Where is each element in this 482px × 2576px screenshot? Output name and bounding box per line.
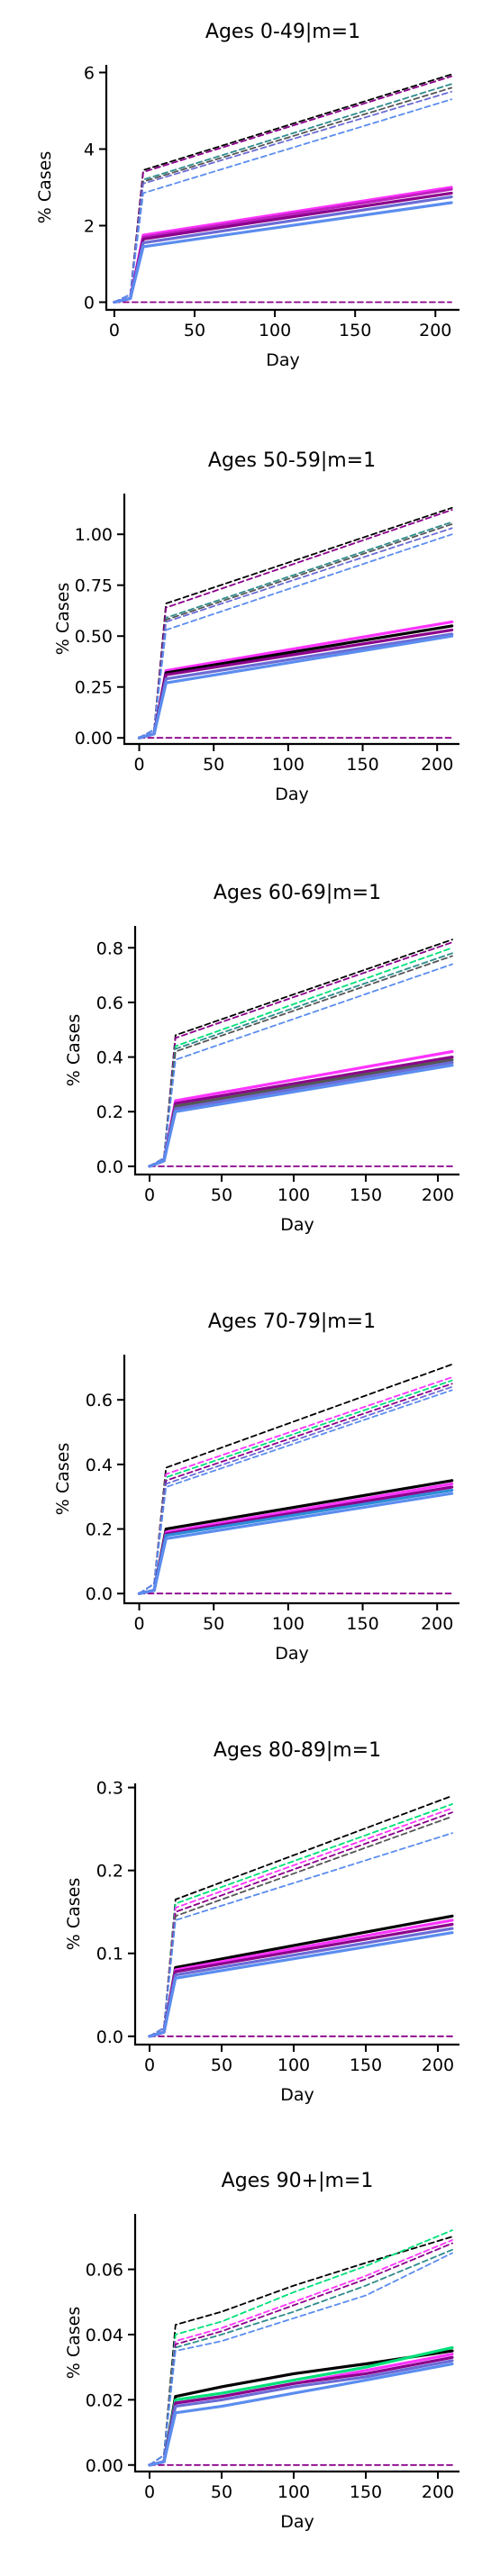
panel-2-y-label: % Cases bbox=[53, 583, 73, 656]
panel-3-title: Ages 60-69|m=1 bbox=[214, 882, 381, 904]
panel-6-series-1-line bbox=[150, 2236, 452, 2465]
panel-3-x-tick-label: 150 bbox=[350, 1185, 382, 1205]
panel-5-x-tick-label: 0 bbox=[144, 2055, 155, 2075]
panel-6-series-2-line bbox=[150, 2230, 452, 2465]
panel-3-y-tick-label: 0.6 bbox=[96, 993, 123, 1013]
panel-6-y-tick-label: 0.00 bbox=[86, 2456, 123, 2476]
panel-3-series-5-line bbox=[150, 956, 452, 1166]
panel-2-x-tick-label: 100 bbox=[272, 755, 305, 775]
panel-6-series-12-line bbox=[150, 2361, 452, 2465]
panel-5-y-label: % Cases bbox=[64, 1878, 84, 1951]
panel-4-x-tick-label: 50 bbox=[203, 1614, 224, 1634]
panel-5-series-3-line bbox=[150, 1809, 452, 2036]
panel-3-y-tick-label: 0.4 bbox=[96, 1048, 123, 1068]
panel-6-title: Ages 90+|m=1 bbox=[222, 2170, 374, 2192]
panel-3-series-12-line bbox=[150, 1066, 452, 1166]
panel-5-y-tick-label: 0.0 bbox=[96, 2027, 123, 2047]
panel-5-x-tick-label: 100 bbox=[277, 2055, 310, 2075]
panel-6-series-4-line bbox=[150, 2244, 452, 2465]
panel-3-x-tick-label: 100 bbox=[277, 1185, 310, 1205]
panel-2-series-10-line bbox=[140, 630, 452, 738]
panel-3-x-tick-label: 200 bbox=[422, 1185, 454, 1205]
panel-5-y-tick-label: 0.3 bbox=[96, 1779, 123, 1799]
panel-5-x-label: Day bbox=[280, 2085, 314, 2105]
panel-5-title: Ages 80-89|m=1 bbox=[214, 1739, 381, 1762]
panel-1-y-tick-label: 2 bbox=[84, 217, 95, 237]
panel-2-title: Ages 50-59|m=1 bbox=[208, 449, 376, 472]
panel-3-y-tick-label: 0.2 bbox=[96, 1102, 123, 1122]
panel-3-y-tick-label: 0.8 bbox=[96, 939, 123, 958]
panel-4-x-tick-label: 200 bbox=[421, 1614, 453, 1634]
panel-4-y-tick-label: 0.2 bbox=[86, 1520, 113, 1540]
panel-3-series-2-line bbox=[150, 942, 452, 1166]
panel-4-x-tick-label: 0 bbox=[133, 1614, 144, 1634]
panel-1-x-tick-label: 150 bbox=[339, 321, 371, 340]
panel-6-x-tick-label: 100 bbox=[277, 2482, 310, 2502]
panel-4-y-tick-label: 0.4 bbox=[86, 1456, 113, 1475]
panel-2-y-tick-label: 0.50 bbox=[75, 627, 113, 647]
panel-4-x-label: Day bbox=[275, 1644, 309, 1664]
panel-6-x-tick-label: 0 bbox=[144, 2482, 155, 2502]
panel-3-x-tick-label: 50 bbox=[211, 1185, 232, 1205]
panel-4-series-1-line bbox=[140, 1365, 452, 1593]
panel-2-x-tick-label: 0 bbox=[133, 755, 144, 775]
panel-3-y-label: % Cases bbox=[64, 1014, 84, 1087]
panel-4-x-tick-label: 150 bbox=[346, 1614, 378, 1634]
panel-4-series-3-line bbox=[140, 1381, 452, 1594]
panel-6-x-tick-label: 200 bbox=[422, 2482, 454, 2502]
panel-5-y-tick-label: 0.1 bbox=[96, 1945, 123, 1964]
panel-4-y-tick-label: 0.0 bbox=[86, 1584, 113, 1604]
panel-4-x-tick-label: 100 bbox=[272, 1614, 305, 1634]
panel-6-y-tick-label: 0.06 bbox=[86, 2261, 123, 2281]
panel-2-x-tick-label: 50 bbox=[203, 755, 224, 775]
panel-2-y-tick-label: 0.25 bbox=[75, 678, 113, 698]
panel-4-series-10-line bbox=[140, 1487, 452, 1593]
panel-2-y-tick-label: 0.75 bbox=[75, 576, 113, 596]
panel-2-y-tick-label: 1.00 bbox=[75, 525, 113, 545]
panel-4-title: Ages 70-79|m=1 bbox=[208, 1311, 376, 1333]
panel-5-x-tick-label: 200 bbox=[422, 2055, 454, 2075]
panel-6-y-tick-label: 0.04 bbox=[86, 2326, 123, 2345]
panel-1-x-label: Day bbox=[266, 350, 300, 370]
panel-1-series-1-line bbox=[114, 75, 451, 303]
panel-2-y-tick-label: 0.00 bbox=[75, 729, 113, 748]
panel-2-x-label: Day bbox=[275, 785, 309, 804]
panel-4-series-5-line bbox=[140, 1387, 452, 1593]
panel-6-y-label: % Cases bbox=[64, 2307, 84, 2380]
panel-1-x-tick-label: 100 bbox=[259, 321, 291, 340]
panel-1-y-tick-label: 6 bbox=[84, 64, 95, 84]
panel-1-x-tick-label: 0 bbox=[109, 321, 120, 340]
panel-1-y-tick-label: 4 bbox=[84, 141, 95, 160]
panel-5-series-9-line bbox=[150, 1920, 452, 2036]
panel-5-series-2-line bbox=[150, 1804, 452, 2036]
panel-3-y-tick-label: 0.0 bbox=[96, 1157, 123, 1177]
panel-6-x-tick-label: 150 bbox=[350, 2482, 382, 2502]
panel-1-x-tick-label: 50 bbox=[184, 321, 205, 340]
panel-3-x-tick-label: 0 bbox=[144, 1185, 155, 1205]
panel-1-x-tick-label: 200 bbox=[419, 321, 451, 340]
panel-4-y-label: % Cases bbox=[53, 1443, 73, 1516]
panel-1-y-label: % Cases bbox=[35, 151, 55, 224]
panel-5-x-tick-label: 50 bbox=[211, 2055, 232, 2075]
panel-4-series-2-line bbox=[140, 1377, 452, 1593]
panel-5-x-tick-label: 150 bbox=[350, 2055, 382, 2075]
panel-1-series-2-line bbox=[114, 77, 451, 303]
panel-6-y-tick-label: 0.02 bbox=[86, 2390, 123, 2410]
panel-6-x-tick-label: 50 bbox=[211, 2482, 232, 2502]
panel-2-x-tick-label: 150 bbox=[346, 755, 378, 775]
panel-2-x-tick-label: 200 bbox=[421, 755, 453, 775]
panel-6-series-3-line bbox=[150, 2240, 452, 2465]
panel-5-series-1-line bbox=[150, 1796, 452, 2036]
panel-4-y-tick-label: 0.6 bbox=[86, 1391, 113, 1410]
panel-5-series-5-line bbox=[150, 1817, 452, 2036]
panel-1-series-3-line bbox=[114, 84, 451, 302]
panel-1-title: Ages 0-49|m=1 bbox=[205, 21, 360, 43]
panel-1-series-9-line bbox=[114, 189, 451, 302]
panel-1-y-tick-label: 0 bbox=[84, 294, 95, 313]
panel-5-y-tick-label: 0.2 bbox=[96, 1862, 123, 1882]
panel-3-series-10-line bbox=[150, 1060, 452, 1166]
panel-3-x-label: Day bbox=[280, 1215, 314, 1235]
panel-6-x-label: Day bbox=[280, 2512, 314, 2532]
